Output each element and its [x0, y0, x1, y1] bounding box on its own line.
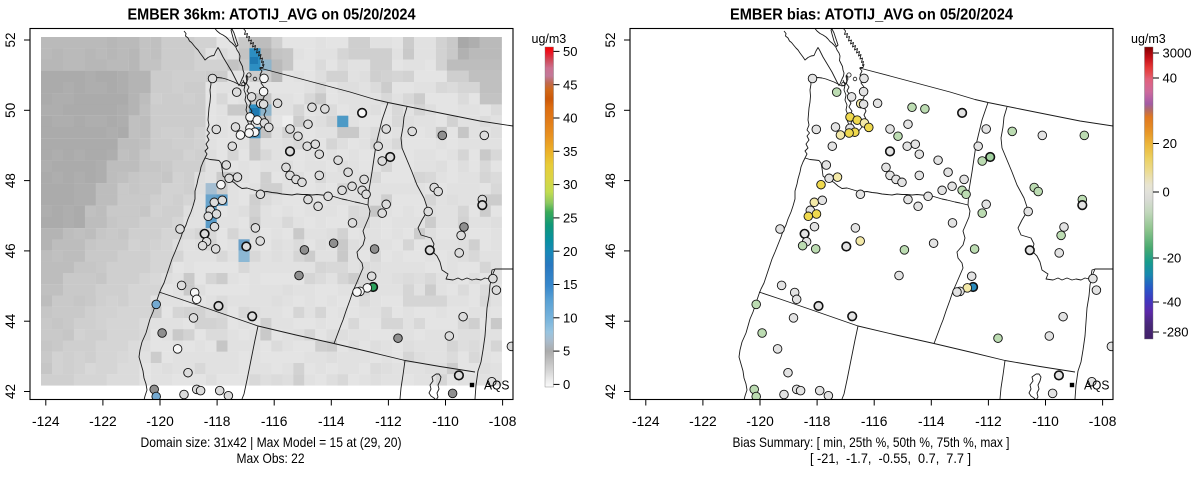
svg-text:Bias Summary: [ min, 25th %, 5: Bias Summary: [ min, 25th %, 50th %, 75t…: [733, 435, 1010, 450]
svg-text:0: 0: [1163, 185, 1170, 200]
svg-text:40: 40: [1163, 71, 1177, 86]
svg-text:50: 50: [3, 103, 18, 118]
svg-text:50: 50: [563, 44, 577, 59]
svg-text:-20: -20: [1163, 251, 1182, 266]
svg-text:48: 48: [3, 173, 18, 188]
svg-text:-108: -108: [489, 414, 517, 429]
svg-text:48: 48: [603, 173, 618, 188]
svg-text:40: 40: [563, 111, 577, 126]
svg-text:5: 5: [563, 344, 570, 359]
svg-text:-114: -114: [918, 414, 945, 429]
svg-text:3000: 3000: [1163, 46, 1192, 61]
svg-text:Domain size: 31x42 | Max Model: Domain size: 31x42 | Max Model = 15 at (…: [141, 435, 402, 450]
svg-text:42: 42: [3, 384, 18, 399]
svg-text:10: 10: [563, 310, 577, 325]
svg-text:30: 30: [563, 177, 577, 192]
svg-text:[ -21, -1.7, -0.55, 0.7, 7: [ -21, -1.7, -0.55, 0.7, 7.7 ]: [810, 451, 971, 466]
svg-text:-112: -112: [975, 414, 1002, 429]
svg-text:15: 15: [563, 277, 577, 292]
svg-text:AQS: AQS: [1084, 378, 1110, 393]
svg-text:44: 44: [3, 313, 18, 329]
svg-text:-112: -112: [375, 414, 402, 429]
svg-text:ug/m3: ug/m3: [532, 32, 567, 46]
svg-text:-122: -122: [689, 414, 717, 429]
svg-text:EMBER 36km: ATOTIJ_AVG on 05/2: EMBER 36km: ATOTIJ_AVG on 05/20/2024: [128, 7, 416, 24]
svg-text:0: 0: [563, 377, 570, 392]
svg-text:AQS: AQS: [484, 378, 510, 393]
svg-text:-124: -124: [632, 414, 660, 429]
svg-text:-120: -120: [746, 414, 774, 429]
svg-text:-110: -110: [432, 414, 459, 429]
svg-text:42: 42: [603, 384, 618, 399]
svg-text:25: 25: [563, 211, 577, 226]
svg-text:-116: -116: [861, 414, 888, 429]
svg-text:-108: -108: [1089, 414, 1117, 429]
svg-text:20: 20: [1163, 136, 1177, 151]
svg-text:50: 50: [603, 103, 618, 118]
svg-text:-280: -280: [1163, 325, 1189, 340]
svg-text:-110: -110: [1032, 414, 1059, 429]
svg-text:35: 35: [563, 144, 577, 159]
svg-text:-114: -114: [318, 414, 345, 429]
svg-text:20: 20: [563, 244, 577, 259]
svg-text:-40: -40: [1163, 295, 1182, 310]
svg-text:ug/m3: ug/m3: [1131, 32, 1166, 46]
svg-text:-116: -116: [261, 414, 288, 429]
svg-text:46: 46: [603, 243, 618, 258]
svg-text:-122: -122: [89, 414, 117, 429]
svg-text:52: 52: [3, 32, 18, 47]
svg-text:-120: -120: [146, 414, 174, 429]
svg-text:-124: -124: [32, 414, 60, 429]
svg-text:EMBER bias: ATOTIJ_AVG on 05/2: EMBER bias: ATOTIJ_AVG on 05/20/2024: [730, 7, 1013, 24]
svg-text:Max Obs: 22: Max Obs: 22: [237, 451, 305, 466]
svg-text:-118: -118: [804, 414, 831, 429]
svg-text:52: 52: [603, 32, 618, 47]
svg-text:46: 46: [3, 243, 18, 258]
svg-text:45: 45: [563, 77, 577, 92]
svg-text:-118: -118: [204, 414, 231, 429]
svg-text:44: 44: [603, 313, 618, 329]
